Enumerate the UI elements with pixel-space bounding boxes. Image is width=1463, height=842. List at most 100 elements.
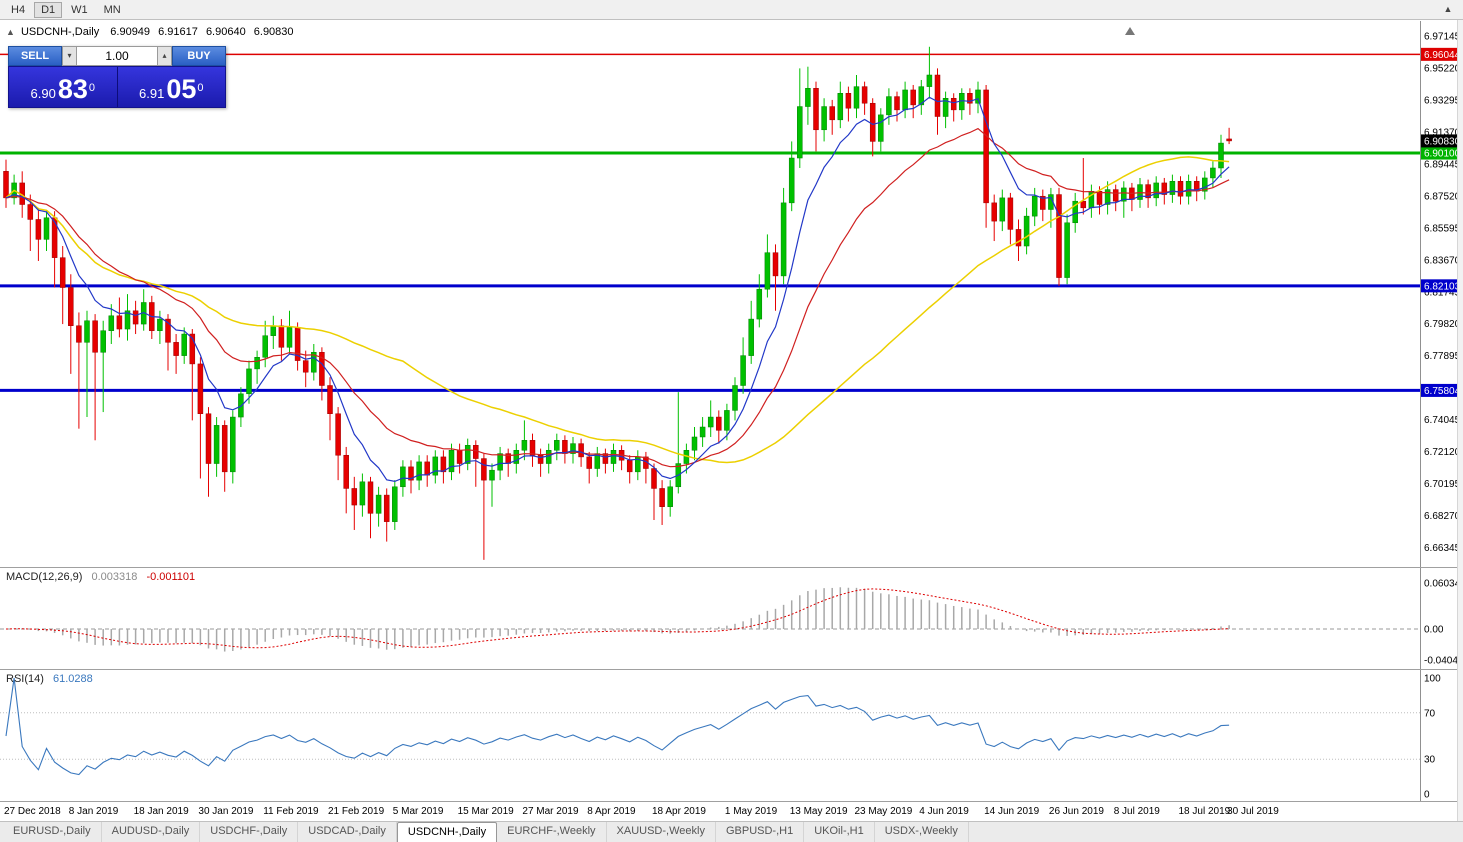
volume-down-stepper[interactable]: ▾: [62, 46, 77, 66]
svg-text:0.060342: 0.060342: [1424, 579, 1463, 590]
toolbar-overflow-icon[interactable]: ▲: [1439, 1, 1457, 17]
tab-audusd-daily[interactable]: AUDUSD-,Daily: [102, 822, 201, 842]
one-click-trading-panel: SELL ▾ ▴ BUY 6.90 83 0 6.91 05 0: [8, 46, 226, 108]
price-label-6.82103: [1421, 279, 1462, 293]
rsi-canvas[interactable]: 100 70 30 0: [0, 670, 1463, 801]
rsi-indicator-panel: 100 70 30 0 RSI(14) 61.0288: [0, 669, 1463, 801]
svg-text:6.81745: 6.81745: [1424, 287, 1461, 298]
candlesticks: [3, 46, 1232, 560]
price-divider: [116, 67, 118, 107]
trade-controls-row: SELL ▾ ▴ BUY: [8, 46, 226, 66]
date-label: 15 Mar 2019: [457, 806, 514, 817]
svg-text:6.66345: 6.66345: [1424, 543, 1461, 554]
ohlc-open: 6.90949: [110, 26, 151, 38]
period-button-w1[interactable]: W1: [64, 2, 95, 18]
svg-text:30: 30: [1424, 755, 1436, 766]
tab-usdchf-daily[interactable]: USDCHF-,Daily: [200, 822, 299, 842]
current-price-label: [1421, 134, 1462, 148]
svg-text:6.75804: 6.75804: [1424, 386, 1461, 397]
time-axis[interactable]: 27 Dec 2018 8 Jan 2019 18 Jan 2019 30 Jan 2…: [0, 801, 1463, 821]
tab-usdx-weekly[interactable]: USDX-,Weekly: [875, 822, 969, 842]
date-label: 1 May 2019: [724, 806, 778, 817]
svg-text:6.95220: 6.95220: [1424, 64, 1461, 75]
sell-price-display[interactable]: 6.90 83 0: [9, 67, 117, 107]
chart-tab-bar: EURUSD-,Daily AUDUSD-,Daily USDCHF-,Daily U…: [0, 821, 1463, 842]
svg-text:6.97145: 6.97145: [1424, 32, 1461, 43]
date-label: 30 Jul 2019: [1227, 806, 1279, 817]
tab-eurusd-daily[interactable]: EURUSD-,Daily: [3, 822, 102, 842]
svg-text:6.83670: 6.83670: [1424, 255, 1461, 266]
ma-slow-line[interactable]: [5, 156, 1230, 464]
chart-symbol-title: USDCNH-,Daily: [20, 26, 100, 38]
date-label: 8 Jan 2019: [68, 806, 119, 817]
ma-mid-line[interactable]: [5, 127, 1230, 468]
volume-up-stepper[interactable]: ▴: [157, 46, 172, 66]
date-label: 18 Jul 2019: [1178, 806, 1231, 817]
price-label-6.90100: [1421, 146, 1462, 160]
date-label: 27 Dec 2018: [4, 806, 61, 817]
date-label: 8 Jul 2019: [1113, 806, 1160, 817]
tab-eurchf-weekly[interactable]: EURCHF-,Weekly: [497, 822, 607, 842]
buy-price-sup: 0: [197, 82, 204, 94]
svg-text:6.82103: 6.82103: [1424, 281, 1461, 292]
sell-button[interactable]: SELL: [8, 46, 62, 66]
price-label-6.96044: [1421, 47, 1462, 61]
macd-canvas[interactable]: 0.060342 0.00 -0.040415: [0, 568, 1463, 669]
tab-usdcad-daily[interactable]: USDCAD-,Daily: [298, 822, 397, 842]
tab-usdcnh-daily[interactable]: USDCNH-,Daily: [396, 822, 498, 842]
date-label: 30 Jan 2019: [198, 806, 254, 817]
svg-text:6.72120: 6.72120: [1424, 447, 1461, 458]
date-label: 18 Jan 2019: [133, 806, 189, 817]
svg-text:70: 70: [1424, 708, 1436, 719]
date-label: 26 Jun 2019: [1048, 806, 1104, 817]
price-axis-ticks[interactable]: 6.97145 6.95220 6.93295 6.91370 6.89445 6.875…: [1424, 32, 1461, 554]
buy-price-display[interactable]: 6.91 05 0: [118, 67, 226, 107]
buy-price-prefix: 6.91: [139, 85, 165, 101]
ma-fast-line[interactable]: [5, 96, 1230, 483]
period-button-h4[interactable]: H4: [4, 2, 32, 18]
ohlc-high: 6.91617: [158, 26, 198, 38]
tab-xauusd-weekly[interactable]: XAUUSD-,Weekly: [607, 822, 716, 842]
one-click-collapse-icon[interactable]: ▲: [6, 27, 15, 37]
rsi-header: RSI(14) 61.0288: [6, 673, 93, 685]
buy-button[interactable]: BUY: [172, 46, 226, 66]
svg-text:6.70195: 6.70195: [1424, 479, 1461, 490]
svg-text:6.89445: 6.89445: [1424, 159, 1461, 170]
price-label-6.75804: [1421, 383, 1462, 397]
timeframe-toolbar: H4 D1 W1 MN ▲: [0, 0, 1463, 20]
rsi-line: [5, 677, 1230, 776]
svg-text:0.00: 0.00: [1424, 625, 1444, 636]
svg-text:0: 0: [1424, 790, 1430, 801]
svg-text:6.90830: 6.90830: [1424, 136, 1461, 147]
svg-text:6.74045: 6.74045: [1424, 415, 1461, 426]
date-label: 4 Jun 2019: [919, 806, 969, 817]
ohlc-low: 6.90640: [205, 26, 246, 38]
volume-input[interactable]: [77, 46, 157, 66]
date-label: 27 Mar 2019: [522, 806, 579, 817]
tab-ukoil-h1[interactable]: UKOil-,H1: [804, 822, 875, 842]
svg-text:6.96044: 6.96044: [1424, 50, 1461, 61]
macd-signal-line: [5, 588, 1230, 649]
price-chart-canvas[interactable]: 6.97145 6.95220 6.93295 6.91370 6.89445 6.875…: [0, 21, 1463, 567]
rsi-value: 61.0288: [52, 673, 93, 685]
macd-signal-value: -0.001101: [146, 571, 196, 583]
price-chart-panel: 6.97145 6.95220 6.93295 6.91370 6.89445 6.875…: [0, 21, 1463, 567]
macd-histogram: [13, 587, 1230, 652]
date-label: 11 Feb 2019: [263, 806, 319, 817]
period-button-d1[interactable]: D1: [34, 1, 63, 18]
tab-gbpusd-h1[interactable]: GBPUSD-,H1: [716, 822, 805, 842]
svg-text:6.90100: 6.90100: [1424, 149, 1461, 160]
trade-prices-row: 6.90 83 0 6.91 05 0: [8, 66, 226, 108]
svg-text:6.91370: 6.91370: [1424, 127, 1461, 138]
svg-text:6.93295: 6.93295: [1424, 95, 1461, 106]
date-label: 13 May 2019: [789, 806, 848, 817]
sell-price-prefix: 6.90: [30, 85, 56, 101]
macd-main-value: 0.003318: [91, 571, 138, 583]
date-label: 21 Feb 2019: [328, 806, 385, 817]
period-button-mn[interactable]: MN: [97, 2, 128, 18]
date-label: 23 May 2019: [854, 806, 913, 817]
date-label: 8 Apr 2019: [587, 806, 636, 817]
date-label: 18 Apr 2019: [652, 806, 706, 817]
date-label: 14 Jun 2019: [984, 806, 1040, 817]
